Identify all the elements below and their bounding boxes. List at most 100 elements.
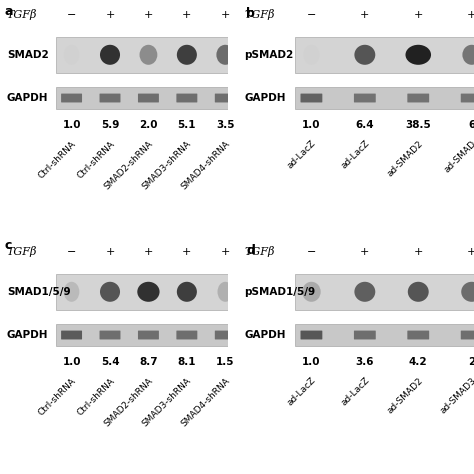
Text: +: +: [144, 247, 153, 257]
FancyBboxPatch shape: [215, 330, 236, 339]
Text: +: +: [220, 247, 230, 257]
Text: +: +: [144, 10, 153, 20]
FancyBboxPatch shape: [176, 93, 197, 102]
Text: +: +: [360, 10, 370, 20]
FancyBboxPatch shape: [176, 330, 197, 339]
Text: +: +: [467, 247, 474, 257]
Text: GAPDH: GAPDH: [244, 330, 285, 340]
Text: 1.0: 1.0: [62, 357, 81, 367]
Text: 38.5: 38.5: [405, 120, 431, 130]
Text: 1.5: 1.5: [216, 357, 235, 367]
FancyBboxPatch shape: [100, 93, 120, 102]
FancyBboxPatch shape: [215, 93, 236, 102]
Text: c: c: [5, 239, 12, 252]
FancyBboxPatch shape: [100, 330, 120, 339]
Text: Ctrl-shRNA: Ctrl-shRNA: [37, 376, 78, 417]
Text: ad-SMAD3: ad-SMAD3: [438, 376, 474, 415]
Ellipse shape: [177, 282, 197, 302]
Text: +: +: [467, 10, 474, 20]
Text: ad-LacZ: ad-LacZ: [339, 376, 371, 408]
Ellipse shape: [218, 282, 233, 302]
Text: pSMAD2: pSMAD2: [244, 50, 293, 60]
Text: 4.2: 4.2: [409, 357, 428, 367]
Bar: [295, 87, 474, 109]
Text: ad-SMAD: ad-SMAD: [443, 139, 474, 174]
Bar: [295, 273, 474, 310]
Text: SMAD1/5/9: SMAD1/5/9: [7, 287, 71, 297]
Ellipse shape: [355, 282, 375, 302]
Text: Ctrl-shRNA: Ctrl-shRNA: [75, 376, 117, 417]
Text: GAPDH: GAPDH: [7, 93, 48, 103]
Ellipse shape: [64, 282, 79, 302]
Text: SMAD3-shRNA: SMAD3-shRNA: [141, 376, 193, 428]
Text: +: +: [414, 247, 423, 257]
Ellipse shape: [139, 45, 157, 65]
Text: +: +: [182, 10, 191, 20]
Bar: [56, 273, 232, 310]
Text: SMAD2-shRNA: SMAD2-shRNA: [102, 139, 155, 191]
Ellipse shape: [100, 282, 120, 302]
Text: pSMAD1/5/9: pSMAD1/5/9: [244, 287, 315, 297]
Ellipse shape: [355, 45, 375, 65]
FancyBboxPatch shape: [138, 93, 159, 102]
FancyBboxPatch shape: [301, 93, 322, 102]
Ellipse shape: [461, 282, 474, 302]
Text: SMAD2-shRNA: SMAD2-shRNA: [102, 376, 155, 428]
Text: 3.6: 3.6: [356, 357, 374, 367]
Text: +: +: [360, 247, 370, 257]
Ellipse shape: [303, 45, 319, 65]
Text: 2.0: 2.0: [139, 120, 158, 130]
Ellipse shape: [137, 282, 160, 302]
FancyBboxPatch shape: [461, 93, 474, 102]
FancyBboxPatch shape: [354, 93, 376, 102]
Text: 6.4: 6.4: [356, 120, 374, 130]
Text: b: b: [246, 7, 255, 20]
Ellipse shape: [302, 282, 321, 302]
Text: 5.4: 5.4: [100, 357, 119, 367]
Text: −: −: [67, 247, 76, 257]
Text: d: d: [246, 244, 255, 257]
Ellipse shape: [64, 45, 79, 65]
Ellipse shape: [177, 45, 197, 65]
FancyBboxPatch shape: [61, 330, 82, 339]
Bar: [56, 324, 232, 346]
Text: a: a: [5, 5, 13, 18]
Text: ad-SMAD2: ad-SMAD2: [385, 376, 425, 415]
FancyBboxPatch shape: [407, 330, 429, 339]
Text: SMAD2: SMAD2: [7, 50, 49, 60]
Text: TGFβ: TGFβ: [7, 246, 37, 257]
Text: ad-SMAD2: ad-SMAD2: [385, 139, 425, 178]
Ellipse shape: [405, 45, 431, 65]
Text: 2: 2: [468, 357, 474, 367]
Text: 5.1: 5.1: [178, 120, 196, 130]
Ellipse shape: [100, 45, 120, 65]
Text: −: −: [307, 247, 316, 257]
Text: 8.1: 8.1: [178, 357, 196, 367]
Bar: [56, 36, 232, 73]
FancyBboxPatch shape: [354, 330, 376, 339]
Ellipse shape: [463, 45, 474, 65]
Text: +: +: [182, 247, 191, 257]
Text: +: +: [414, 10, 423, 20]
Text: TGFβ: TGFβ: [244, 9, 274, 20]
Text: ad-LacZ: ad-LacZ: [286, 376, 318, 408]
Bar: [295, 36, 474, 73]
Text: ad-LacZ: ad-LacZ: [286, 139, 318, 171]
Text: Ctrl-shRNA: Ctrl-shRNA: [37, 139, 78, 180]
Text: 1.0: 1.0: [302, 357, 321, 367]
Text: Ctrl-shRNA: Ctrl-shRNA: [75, 139, 117, 180]
FancyBboxPatch shape: [407, 93, 429, 102]
Text: SMAD4-shRNA: SMAD4-shRNA: [180, 139, 232, 191]
Text: SMAD4-shRNA: SMAD4-shRNA: [180, 376, 232, 428]
Text: 3.5: 3.5: [216, 120, 235, 130]
Ellipse shape: [408, 282, 428, 302]
Text: TGFβ: TGFβ: [7, 9, 37, 20]
Text: −: −: [307, 10, 316, 20]
Text: 8.7: 8.7: [139, 357, 158, 367]
Text: TGFβ: TGFβ: [244, 246, 274, 257]
Text: GAPDH: GAPDH: [7, 330, 48, 340]
Bar: [56, 87, 232, 109]
Text: SMAD3-shRNA: SMAD3-shRNA: [141, 139, 193, 191]
Text: 6: 6: [468, 120, 474, 130]
FancyBboxPatch shape: [61, 93, 82, 102]
